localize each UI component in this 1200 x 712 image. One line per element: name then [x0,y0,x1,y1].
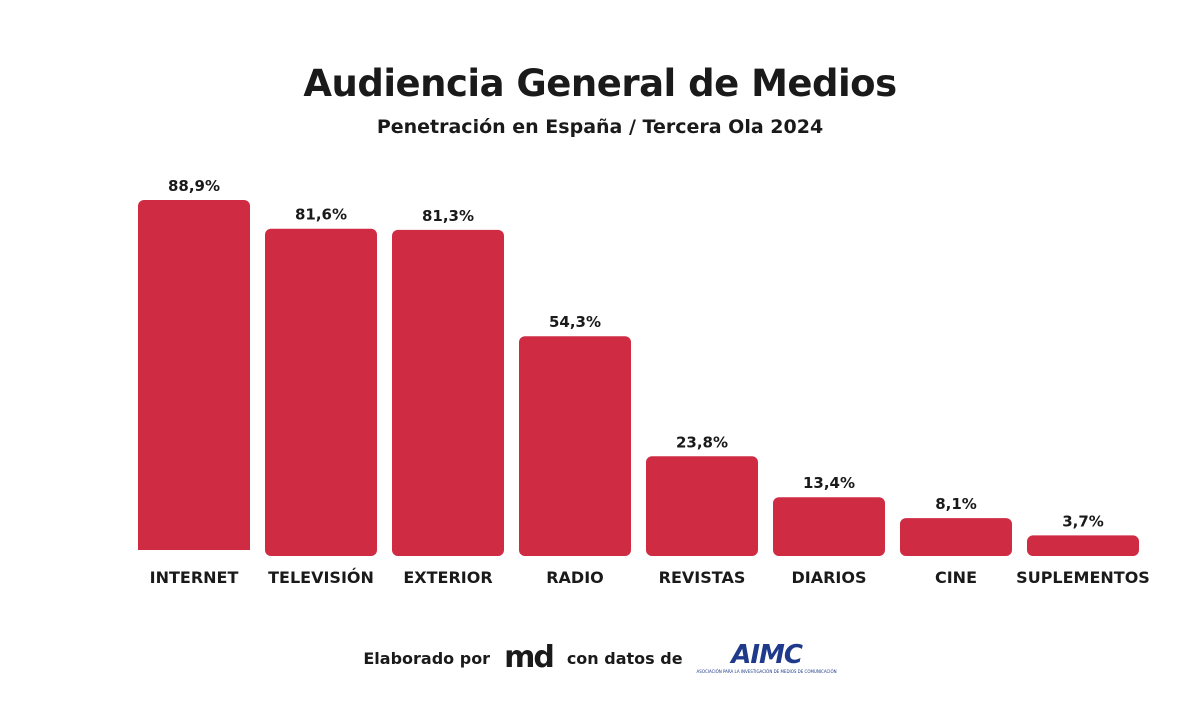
category-label: EXTERIOR [403,568,492,587]
category-label: DIARIOS [791,568,866,587]
data-label: 3,7% [1062,512,1104,530]
category-label: RADIO [546,568,604,587]
bar-televisión [265,228,377,556]
bar-exterior [392,229,504,556]
bar-internet [138,200,250,556]
aimc-logo: AIMC ASOCIACIÓN PARA LA INVESTIGACIÓN DE… [696,640,837,674]
data-label: 23,8% [676,433,728,451]
category-label: SUPLEMENTOS [1016,568,1150,587]
bar-suplementos [1027,535,1139,556]
chart-subtitle: Penetración en España / Tercera Ola 2024 [376,116,824,138]
data-label: 54,3% [549,313,601,331]
data-label: 81,6% [295,206,347,224]
data-label: 13,4% [803,474,855,492]
chart-title: Audiencia General de Medios [303,62,897,105]
bar-diarios [773,497,885,556]
footer-middle: con datos de [566,648,683,668]
bar-cine [900,518,1012,556]
category-label: REVISTAS [659,568,746,587]
category-label: INTERNET [150,568,239,587]
bar-chart: 88,9% 81,6% 81,3% 54,3% 23,8% 13,4% 8,1% 3,7% IN… [138,177,1150,587]
md-logo: md [504,640,555,675]
footer-prefix: Elaborado por [363,648,491,668]
footer-credits: Elaborado por md con datos de AIMC ASOCI… [0,636,1200,680]
data-label: 8,1% [935,495,977,513]
data-label: 81,3% [422,207,474,225]
bar-radio [519,336,631,556]
category-label: TELEVISIÓN [268,568,374,587]
bar-revistas [646,456,758,556]
category-label: CINE [935,568,977,587]
data-label: 88,9% [168,177,220,195]
